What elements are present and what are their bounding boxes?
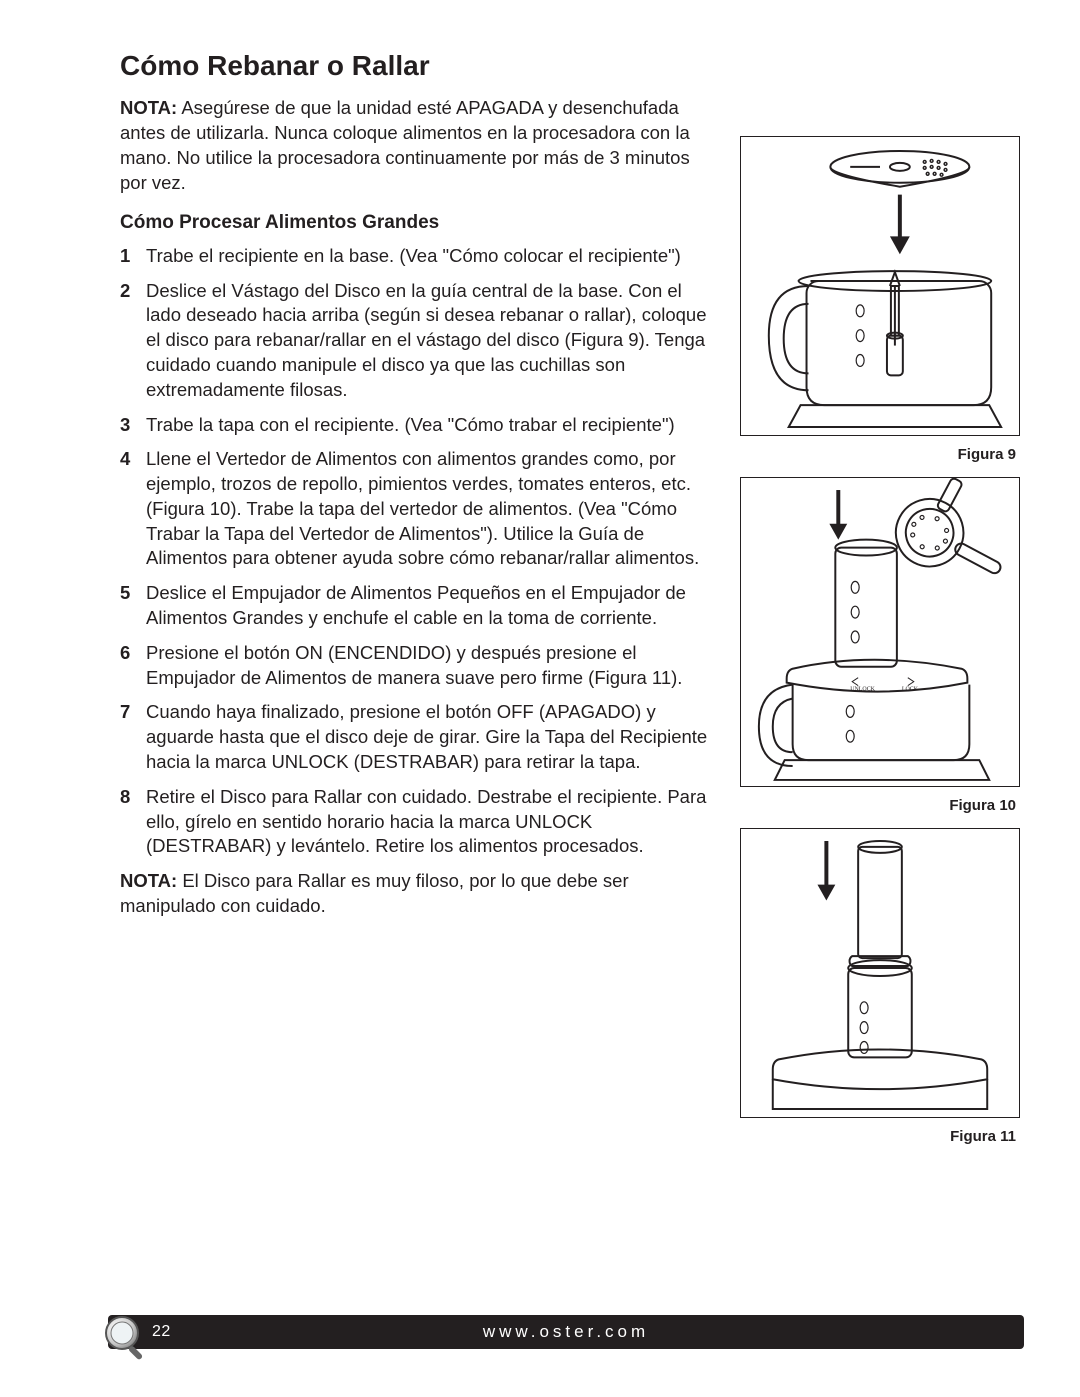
note2-label: NOTA:: [120, 870, 177, 891]
page-title: Cómo Rebanar o Rallar: [120, 50, 1020, 82]
step-3: Trabe la tapa con el recipiente. (Vea "C…: [120, 413, 714, 438]
note-label: NOTA:: [120, 97, 177, 118]
figure-10-caption: Figura 10: [740, 797, 1016, 814]
note-2: NOTA: El Disco para Rallar es muy filoso…: [120, 869, 714, 919]
left-column: NOTA: Asegúrese de que la unidad esté AP…: [120, 96, 714, 1151]
step-4: Llene el Vertedor de Alimentos con alime…: [120, 447, 714, 571]
note2-text: El Disco para Rallar es muy filoso, por …: [120, 870, 629, 916]
footer-url: www.oster.com: [483, 1322, 649, 1342]
footer-bar: 22 www.oster.com: [108, 1315, 1024, 1349]
step-5: Deslice el Empujador de Alimentos Pequeñ…: [120, 581, 714, 631]
step-7: Cuando haya finalizado, presione el botó…: [120, 700, 714, 774]
step-6: Presione el botón ON (ENCENDIDO) y despu…: [120, 641, 714, 691]
magnifier-icon: [100, 1311, 150, 1361]
svg-text:LOCK: LOCK: [902, 687, 919, 693]
page-number: 22: [152, 1323, 171, 1341]
note-1: NOTA: Asegúrese de que la unidad esté AP…: [120, 96, 714, 196]
step-8: Retire el Disco para Rallar con cuidado.…: [120, 785, 714, 859]
right-column: Figura 9: [740, 96, 1020, 1151]
note-text: Asegúrese de que la unidad esté APAGADA …: [120, 97, 690, 193]
steps-list: Trabe el recipiente en la base. (Vea "Có…: [120, 244, 714, 859]
figure-10: UNLOCK LOCK: [740, 477, 1020, 787]
figure-9: [740, 136, 1020, 436]
figure-9-caption: Figura 9: [740, 446, 1016, 463]
figure-11: [740, 828, 1020, 1118]
subheading: Cómo Procesar Alimentos Grandes: [120, 212, 714, 234]
step-1: Trabe el recipiente en la base. (Vea "Có…: [120, 244, 714, 269]
figure-11-caption: Figura 11: [740, 1128, 1016, 1145]
svg-text:UNLOCK: UNLOCK: [850, 687, 875, 693]
step-2: Deslice el Vástago del Disco en la guía …: [120, 279, 714, 403]
